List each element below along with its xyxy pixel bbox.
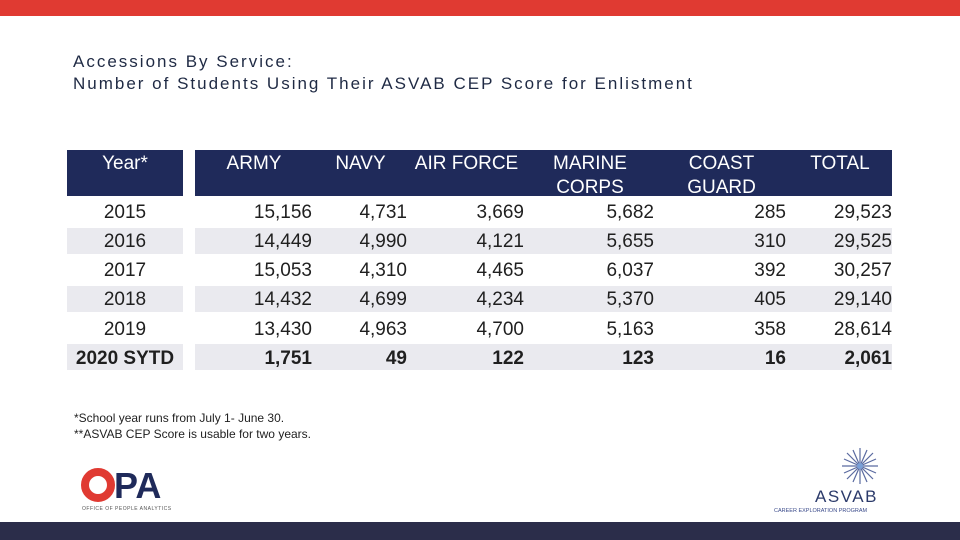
row-band xyxy=(195,286,892,312)
cell-total: 29,140 xyxy=(833,289,892,310)
cell-navy: 49 xyxy=(385,348,407,369)
cell-year: 2017 xyxy=(103,260,147,281)
row-band xyxy=(67,286,183,312)
top-accent-bar xyxy=(0,0,960,16)
row-band xyxy=(195,344,892,370)
cell-air-force: 4,465 xyxy=(476,260,524,281)
header-year: Year* xyxy=(67,150,183,196)
cell-coast-guard: 392 xyxy=(754,260,786,281)
footnote-score-validity: **ASVAB CEP Score is usable for two year… xyxy=(74,427,311,441)
cell-army: 14,449 xyxy=(253,231,312,252)
cell-army: 15,053 xyxy=(253,260,312,281)
slide-title: Accessions By Service: Number of Student… xyxy=(73,51,694,95)
cell-marine-corps: 123 xyxy=(622,348,654,369)
cell-army: 14,432 xyxy=(253,289,312,310)
cell-total: 29,523 xyxy=(833,202,892,223)
cell-marine-corps: 6,037 xyxy=(606,260,654,281)
cell-air-force: 3,669 xyxy=(476,202,524,223)
cell-coast-guard: 285 xyxy=(754,202,786,223)
header-army: ARMY xyxy=(195,150,313,196)
opa-logo: PA OFFICE OF PEOPLE ANALYTICS xyxy=(81,466,172,512)
cell-army: 15,156 xyxy=(253,202,312,223)
asvab-logo: ASVAB CAREER EXPLORATION PROGRAM xyxy=(774,448,878,514)
cell-total: 28,614 xyxy=(833,319,892,340)
cell-coast-guard: 358 xyxy=(754,319,786,340)
cell-year: 2019 xyxy=(103,319,147,340)
opa-logo-text: PA xyxy=(114,466,161,506)
cell-year: 2016 xyxy=(103,231,147,252)
cell-navy: 4,990 xyxy=(359,231,407,252)
footnotes: *School year runs from July 1- June 30. … xyxy=(74,410,311,442)
title-line-1: Accessions By Service: xyxy=(73,52,294,71)
cell-year: 2020 SYTD xyxy=(75,348,175,369)
header-total: TOTAL xyxy=(788,150,892,196)
cell-total: 2,061 xyxy=(844,348,892,369)
cell-navy: 4,310 xyxy=(359,260,407,281)
opa-logo-ring-icon xyxy=(81,468,115,502)
header-coast-guard: COAST GUARD xyxy=(655,150,788,198)
bottom-bar xyxy=(0,522,960,540)
header-marine-corps: MARINE CORPS xyxy=(525,150,655,198)
cell-air-force: 4,700 xyxy=(476,319,524,340)
header-navy: NAVY xyxy=(313,150,408,196)
cell-total: 29,525 xyxy=(833,231,892,252)
cell-marine-corps: 5,682 xyxy=(606,202,654,223)
cell-marine-corps: 5,370 xyxy=(606,289,654,310)
cell-air-force: 122 xyxy=(492,348,524,369)
cell-year: 2018 xyxy=(103,289,147,310)
cell-army: 1,751 xyxy=(264,348,312,369)
asvab-star-center-icon xyxy=(857,463,863,469)
cell-air-force: 4,121 xyxy=(476,231,524,252)
cell-year: 2015 xyxy=(103,202,147,223)
opa-logo-subtext: OFFICE OF PEOPLE ANALYTICS xyxy=(82,506,172,512)
footnote-school-year: *School year runs from July 1- June 30. xyxy=(74,411,285,425)
cell-navy: 4,963 xyxy=(359,319,407,340)
cell-army: 13,430 xyxy=(253,319,312,340)
cell-marine-corps: 5,655 xyxy=(606,231,654,252)
cell-coast-guard: 310 xyxy=(754,231,786,252)
row-band xyxy=(195,228,892,254)
cell-coast-guard: 405 xyxy=(754,289,786,310)
asvab-logo-text: ASVAB xyxy=(815,487,878,506)
cell-navy: 4,699 xyxy=(359,289,407,310)
title-line-2: Number of Students Using Their ASVAB CEP… xyxy=(73,74,694,93)
cell-coast-guard: 16 xyxy=(764,348,786,369)
row-band xyxy=(67,344,183,370)
header-air-force: AIR FORCE xyxy=(408,150,525,196)
cell-total: 30,257 xyxy=(833,260,892,281)
asvab-logo-subtext: CAREER EXPLORATION PROGRAM xyxy=(774,508,868,514)
row-band xyxy=(67,228,183,254)
cell-navy: 4,731 xyxy=(359,202,407,223)
cell-marine-corps: 5,163 xyxy=(606,319,654,340)
cell-air-force: 4,234 xyxy=(476,289,524,310)
